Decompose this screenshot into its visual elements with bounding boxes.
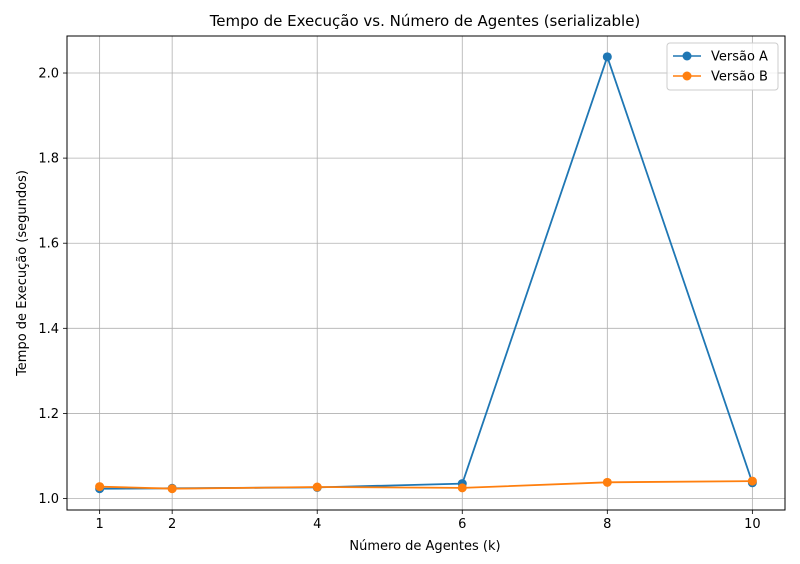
series-vers-o-a <box>95 52 757 494</box>
y-tick-label: 1.0 <box>38 492 59 507</box>
chart-title: Tempo de Execução vs. Número de Agentes … <box>209 12 641 30</box>
data-point-vers-o-b <box>167 484 177 494</box>
grid-lines <box>67 36 785 510</box>
x-tick-label: 2 <box>168 517 176 532</box>
y-tick-label: 1.4 <box>38 322 59 337</box>
data-point-vers-o-b <box>457 483 467 493</box>
y-tick-label: 2.0 <box>38 67 59 82</box>
y-axis-ticks: 1.0 1.2 1.4 1.6 1.8 2.0 <box>38 67 67 507</box>
x-tick-label: 6 <box>458 517 466 532</box>
plot-area-frame <box>66 35 786 511</box>
legend: Versão A Versão B <box>666 42 779 91</box>
series-line-vers-o-b <box>99 480 753 490</box>
x-tick-label: 4 <box>313 517 321 532</box>
x-tick-label: 8 <box>603 517 611 532</box>
data-point-vers-o-a <box>602 52 612 62</box>
x-axis-ticks: 1 2 4 6 8 10 <box>95 510 761 532</box>
legend-label-versao-b: Versão B <box>711 70 768 85</box>
y-tick-label: 1.8 <box>38 152 59 167</box>
data-series <box>95 52 757 494</box>
x-tick-label: 1 <box>95 517 103 532</box>
y-tick-label: 1.6 <box>38 237 59 252</box>
legend-marker-versao-b <box>682 71 692 81</box>
x-axis-label: Número de Agentes (k) <box>349 539 500 554</box>
data-point-vers-o-b <box>312 482 322 492</box>
series-line-vers-o-a <box>99 54 754 490</box>
legend-entry-versao-b: Versão B <box>673 70 768 85</box>
y-axis-label: Tempo de Execução (segundos) <box>15 170 30 377</box>
series-vers-o-b <box>95 476 757 494</box>
data-point-vers-o-b <box>602 477 612 487</box>
legend-entry-versao-a: Versão A <box>673 50 768 65</box>
legend-box <box>666 42 779 91</box>
data-point-vers-o-b <box>95 482 105 492</box>
y-tick-label: 1.2 <box>38 407 59 422</box>
legend-marker-versao-a <box>682 51 692 61</box>
data-point-vers-o-b <box>747 476 757 486</box>
x-tick-label: 10 <box>744 517 761 532</box>
legend-label-versao-a: Versão A <box>711 50 768 65</box>
